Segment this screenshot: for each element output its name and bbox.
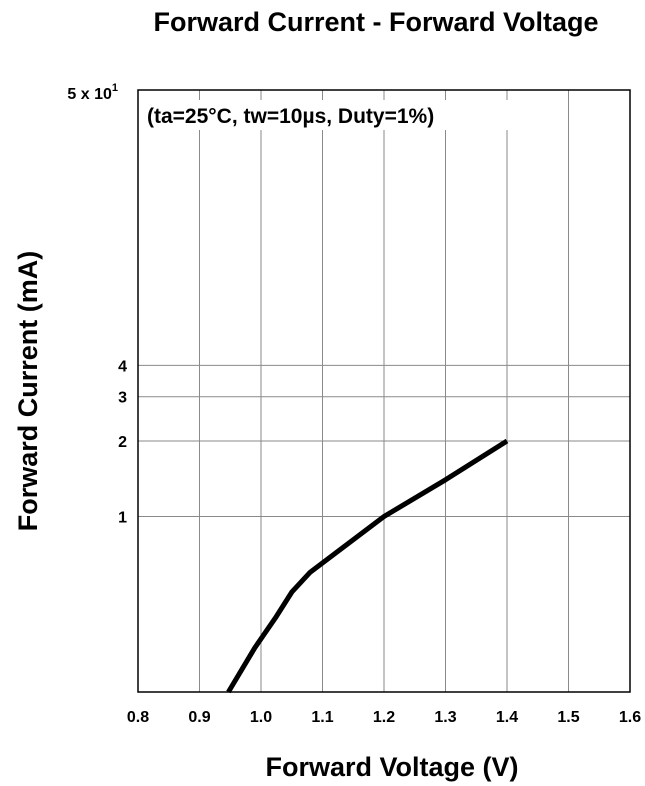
y-tick-label-top-exponent: 1	[112, 82, 118, 94]
annotation-background	[143, 100, 519, 130]
x-tick-label: 1.5	[557, 709, 579, 726]
y-tick-label: 2	[118, 434, 127, 451]
x-tick-labels: 0.8 0.9 1.0 1.1 1.2 1.3 1.4 1.5 1.6	[127, 709, 641, 726]
y-tick-labels: 1 2 3 4	[118, 358, 127, 526]
x-tick-label: 1.3	[434, 709, 456, 726]
y-tick-label: 1	[118, 510, 127, 527]
y-tick-label: 3	[118, 390, 127, 407]
x-axis-label: Forward Voltage (V)	[265, 752, 518, 782]
x-tick-label: 0.8	[127, 709, 149, 726]
y-tick-label: 4	[118, 358, 127, 375]
series-line	[226, 438, 509, 694]
chart-title: Forward Current - Forward Voltage	[153, 7, 598, 37]
series-group	[226, 438, 509, 694]
y-tick-label-top: 5 x 101	[67, 82, 118, 103]
x-tick-label: 1.1	[311, 709, 333, 726]
chart-annotation: (ta=25°C, tw=10µs, Duty=1%)	[147, 105, 434, 128]
plot-frame	[137, 89, 631, 693]
y-tick-label-top-base: 5 x 10	[67, 86, 112, 103]
x-tick-label: 1.0	[250, 709, 272, 726]
x-tick-label: 1.4	[496, 709, 518, 726]
x-tick-label: 1.6	[619, 709, 641, 726]
grid	[138, 90, 630, 692]
x-tick-label: 0.9	[188, 709, 210, 726]
x-tick-label: 1.2	[373, 709, 395, 726]
y-axis-label: Forward Current (mA)	[13, 251, 43, 532]
